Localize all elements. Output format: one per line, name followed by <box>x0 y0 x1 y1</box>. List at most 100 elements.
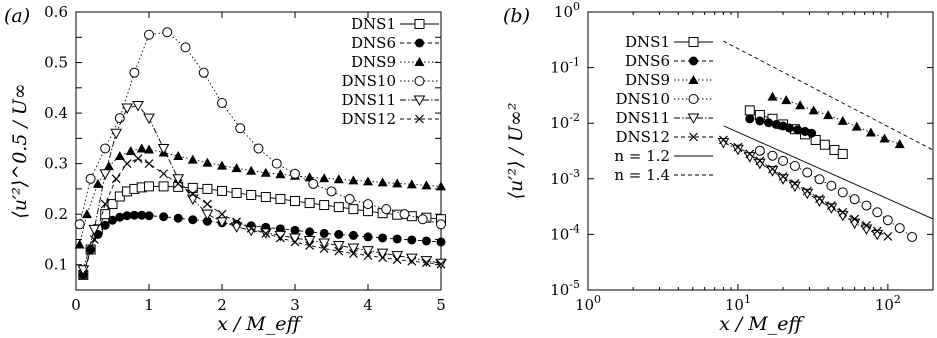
data-point <box>421 180 432 190</box>
y-axis-label: ⟨u′²⟩^0.5 / U∞ <box>9 83 31 218</box>
data-point <box>319 244 329 253</box>
y-tick-label: 100 <box>554 0 580 21</box>
series-line-dns11 <box>82 105 442 270</box>
data-point <box>755 156 765 166</box>
data-point <box>235 123 246 134</box>
data-point <box>144 144 154 154</box>
data-point <box>162 27 173 38</box>
chart-panel-b: 100 101 10210-510-410-310-210-1100DNS1DNS6… <box>503 0 934 335</box>
legend-label: DNS12 <box>615 128 670 146</box>
data-point <box>202 199 212 209</box>
series-line-n-1-2 <box>723 125 934 220</box>
data-point <box>217 209 227 219</box>
data-point <box>202 157 213 167</box>
data-point <box>363 232 373 242</box>
data-point <box>290 168 300 179</box>
data-point <box>348 204 359 215</box>
data-point <box>894 223 905 234</box>
data-point <box>290 196 300 207</box>
data-point <box>378 253 388 263</box>
data-point <box>125 146 136 155</box>
data-point <box>865 127 876 137</box>
series-line-dns9 <box>772 96 900 145</box>
data-point <box>755 116 765 126</box>
data-point <box>217 185 227 196</box>
x-tick-label: 102 <box>875 293 901 314</box>
data-point <box>122 159 132 169</box>
legend-marker <box>415 38 424 48</box>
data-point <box>114 191 125 202</box>
series-line-n-1-4 <box>723 40 934 151</box>
y-tick-label: 0.4 <box>44 104 68 122</box>
data-point <box>407 235 417 245</box>
data-point <box>201 209 214 221</box>
data-point <box>173 179 183 189</box>
data-point <box>363 176 373 186</box>
data-point <box>879 133 890 143</box>
legend-label: n = 1.2 <box>614 147 670 165</box>
data-point <box>392 178 403 188</box>
data-point <box>261 228 271 238</box>
data-point <box>745 114 755 124</box>
data-point <box>436 181 446 191</box>
data-point <box>129 210 139 220</box>
data-point <box>808 105 819 115</box>
data-point <box>260 191 271 202</box>
data-point <box>851 121 862 131</box>
data-point <box>144 159 154 169</box>
data-point <box>802 186 812 196</box>
data-point <box>436 237 446 247</box>
data-point <box>202 183 213 194</box>
legend-marker <box>689 132 698 142</box>
data-point <box>121 103 133 115</box>
data-point <box>231 163 242 173</box>
data-point <box>838 207 848 217</box>
data-point <box>784 123 794 133</box>
legend-marker <box>414 76 425 86</box>
data-point <box>111 174 121 184</box>
data-point <box>144 211 154 221</box>
data-point <box>305 227 315 237</box>
data-point <box>246 189 257 200</box>
data-point <box>100 220 110 230</box>
data-point <box>232 217 242 227</box>
data-point <box>100 209 111 220</box>
data-point <box>198 67 209 78</box>
data-point <box>74 239 85 249</box>
data-point <box>795 100 806 110</box>
legend-label: n = 1.4 <box>614 166 670 184</box>
data-point <box>826 201 836 210</box>
data-point <box>86 245 96 255</box>
data-point <box>861 200 872 211</box>
legend-marker <box>687 113 700 125</box>
legend-label: DNS11 <box>341 91 396 109</box>
data-point <box>319 173 330 183</box>
data-point <box>173 213 183 223</box>
data-point <box>100 199 110 209</box>
data-point <box>319 200 330 211</box>
data-point <box>363 251 373 261</box>
data-point <box>85 173 96 184</box>
data-point <box>158 181 169 192</box>
x-tick-label: 5 <box>436 296 446 314</box>
data-point <box>417 214 428 225</box>
data-point <box>754 145 765 156</box>
y-tick-label: 10-3 <box>550 167 580 188</box>
data-point <box>872 207 883 218</box>
data-point <box>392 234 402 244</box>
data-point <box>78 270 88 280</box>
data-point <box>74 219 85 230</box>
data-point <box>159 212 169 222</box>
data-point <box>399 209 410 220</box>
y-tick-label: 10-2 <box>550 111 580 132</box>
legend-marker <box>688 94 699 104</box>
data-point <box>173 151 184 161</box>
data-point <box>767 91 778 101</box>
data-point <box>108 215 117 225</box>
legend-marker <box>689 56 698 66</box>
x-tick-label: 0 <box>71 296 81 314</box>
data-point <box>826 180 837 191</box>
data-point <box>180 42 191 53</box>
data-point <box>110 128 122 140</box>
